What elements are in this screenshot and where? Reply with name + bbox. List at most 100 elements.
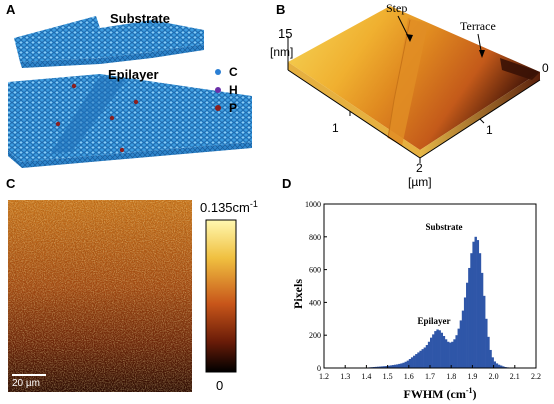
histogram-bar [449,342,452,368]
histogram-bar [425,345,429,368]
histogram-bar [468,267,471,368]
histogram-bar [480,272,484,368]
terrace-arrow-head [479,50,485,58]
x-tick-label: 1.2 [319,372,329,381]
histogram-bar [432,334,435,368]
histogram-bar [474,236,477,368]
epilayer-structure-illustration: A Substrate Epilayer C H P [6,2,252,168]
histogram-bar [400,363,403,368]
histogram-bar [483,295,486,368]
colorbar-max-label: 0.135cm-1 [200,199,258,215]
histogram-bar [485,318,488,368]
atom-legend: C H P [215,65,238,115]
histogram-bar [393,364,397,368]
histogram-bar [436,329,439,368]
histogram-bar [446,341,450,368]
histogram-bar [383,366,386,368]
colorbar [205,219,237,373]
x-tick-label: 1.3 [340,372,350,381]
histogram-bar [408,358,412,368]
legend-label-p: P [229,101,237,115]
histogram-bar [440,332,444,368]
afm-topography-3d: B 15 [nm] Step Terrace 1 2 0 1 [µm] [270,1,549,189]
histogram-bar [415,354,418,368]
histogram-bar [455,335,458,368]
panel-d-label: D [282,176,291,191]
histogram-bar [459,320,463,368]
histogram-bar [377,366,380,368]
histogram-bar [406,360,410,368]
x-axis-ticks: 1.2 1.3 1.4 1.5 1.6 1.7 1.8 1.9 2.0 2.1 2.2 [319,365,541,381]
histogram-bar [413,355,416,368]
panel-a: A Substrate Epilayer C H P [0,0,270,170]
panel-b-label: B [276,2,285,17]
histogram-bar [502,366,505,368]
histogram-bar [419,350,422,368]
xy-unit-label: [µm] [408,175,432,189]
z-max-label: 15 [278,26,292,41]
fwhm-histogram: D 1.2 1.3 1.4 1.5 1.6 1.7 1.8 1.9 2.0 2.1 2.2 0 200… [282,176,541,401]
x-tick-label: 1.4 [361,372,371,381]
histogram-bar [493,361,497,368]
histogram-bar [389,365,393,368]
afm-surface [288,6,540,158]
legend-label-h: H [229,83,238,97]
histogram-bar [470,253,473,368]
y-tick-label: 1000 [305,200,321,209]
histogram-bar [453,339,456,368]
histogram-bar [423,347,427,368]
colorbar-min-label: 0 [216,378,223,393]
substrate-label: Substrate [110,11,170,26]
phosphorus-atoms [55,83,139,153]
panel-c: C 20 µm 0.135cm-1 0 [0,176,280,404]
terrace-label: Terrace [460,19,496,33]
step-label: Step [386,1,407,15]
panel-a-label: A [6,2,16,17]
panel-d: D 1.2 1.3 1.4 1.5 1.6 1.7 1.8 1.9 2.0 2.1 2.2 0 200… [280,176,554,404]
histogram-bar [487,336,490,368]
histogram-bar [387,365,391,368]
histogram-bar [438,330,441,368]
legend-dot-p [215,105,221,111]
histogram-bar [421,349,424,368]
y-axis-ticks: 0 200 400 600 800 1000 [305,200,327,373]
fwhm-map-panel: C 20 µm 0.135cm-1 0 [6,176,258,393]
epilayer-slab [8,74,252,168]
substrate-slab [14,16,204,68]
histogram-bar [451,341,454,368]
x-axis-label: FWHM (cm-1) [404,386,477,401]
z-unit-label: [nm] [270,45,293,59]
y-tick-label: 600 [309,266,321,275]
histogram-bar [499,365,503,368]
y-tick-0: 0 [542,61,549,75]
histogram-bar [396,364,399,368]
legend-label-c: C [229,65,238,79]
histogram-bar [472,241,475,368]
histogram-bar [489,349,492,368]
y-tick-label: 400 [309,298,321,307]
histogram-bar [476,240,480,368]
y-tick-1: 1 [486,123,493,137]
histogram-bar [391,365,395,368]
histogram-bar [491,357,494,368]
panel-b: B 15 [nm] Step Terrace 1 2 0 1 [µm] [270,0,554,190]
histogram-bar [466,282,469,368]
histogram-bar [444,339,448,368]
x-tick-2: 2 [416,161,423,175]
x-tick-label: 1.6 [404,372,414,381]
legend-dot-h [215,87,221,93]
panel-c-label: C [6,176,16,191]
epilayer-peak-label: Epilayer [418,316,451,326]
histogram-bar [404,361,407,368]
histogram-bar [427,341,431,368]
x-tick-label: 1.9 [467,372,477,381]
histogram-bar [417,352,420,368]
scale-bar: 20 µm [12,374,46,389]
epilayer-label: Epilayer [108,67,159,82]
histogram-bar [442,336,446,368]
x-tick-label: 2.0 [489,372,499,381]
histogram-bar [463,297,467,368]
histogram-bar [497,364,501,368]
x-tick-label: 1.8 [446,372,456,381]
x-tick-label: 1.7 [425,372,435,381]
